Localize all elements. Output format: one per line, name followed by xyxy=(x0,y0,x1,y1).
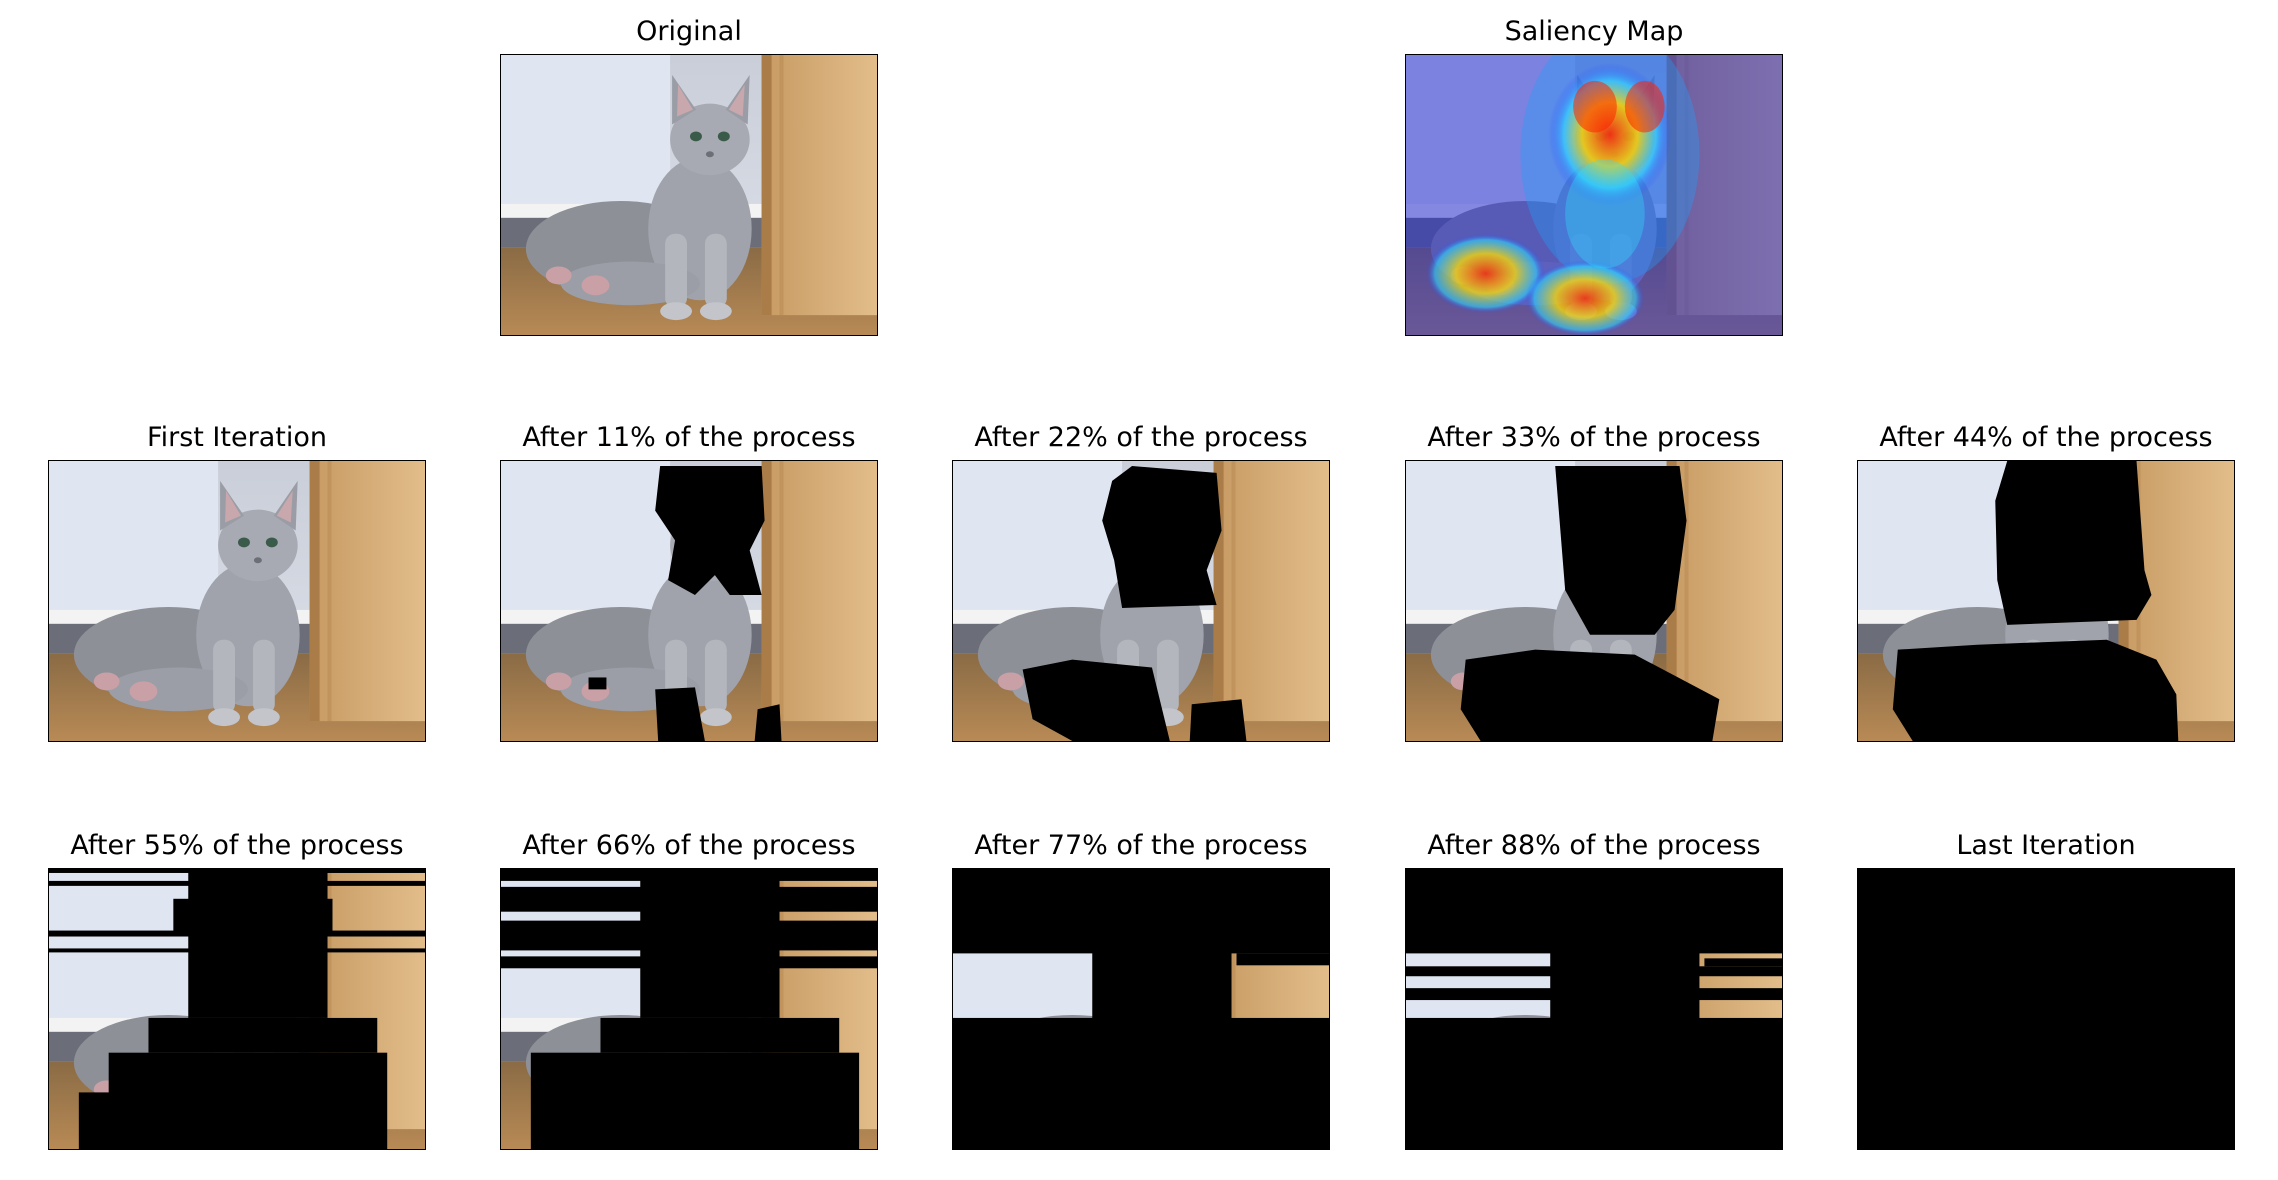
panel-title: After 44% of the process xyxy=(1879,422,2213,453)
masked-cat-image xyxy=(1405,868,1783,1150)
panel-title: First Iteration xyxy=(147,422,327,453)
panel-title: Saliency Map xyxy=(1504,16,1684,47)
cat-image xyxy=(48,460,426,742)
panel-title: Original xyxy=(636,16,742,47)
masked-cat-image xyxy=(952,868,1330,1150)
panel-title: After 11% of the process xyxy=(522,422,856,453)
cat-image xyxy=(500,54,878,336)
masked-cat-image xyxy=(952,460,1330,742)
masked-cat-image xyxy=(1857,460,2235,742)
panel-title: After 22% of the process xyxy=(974,422,1308,453)
masked-cat-image xyxy=(1405,460,1783,742)
panel-title: After 55% of the process xyxy=(70,830,404,861)
saliency-map-image xyxy=(1405,54,1783,336)
panel-title: After 33% of the process xyxy=(1427,422,1761,453)
panel-title: Last Iteration xyxy=(1956,830,2136,861)
panel-title: After 66% of the process xyxy=(522,830,856,861)
panel-title: After 77% of the process xyxy=(974,830,1308,861)
masked-cat-image xyxy=(1857,868,2235,1150)
masked-cat-image xyxy=(500,868,878,1150)
panel-title: After 88% of the process xyxy=(1427,830,1761,861)
masked-cat-image xyxy=(48,868,426,1150)
masked-cat-image xyxy=(500,460,878,742)
